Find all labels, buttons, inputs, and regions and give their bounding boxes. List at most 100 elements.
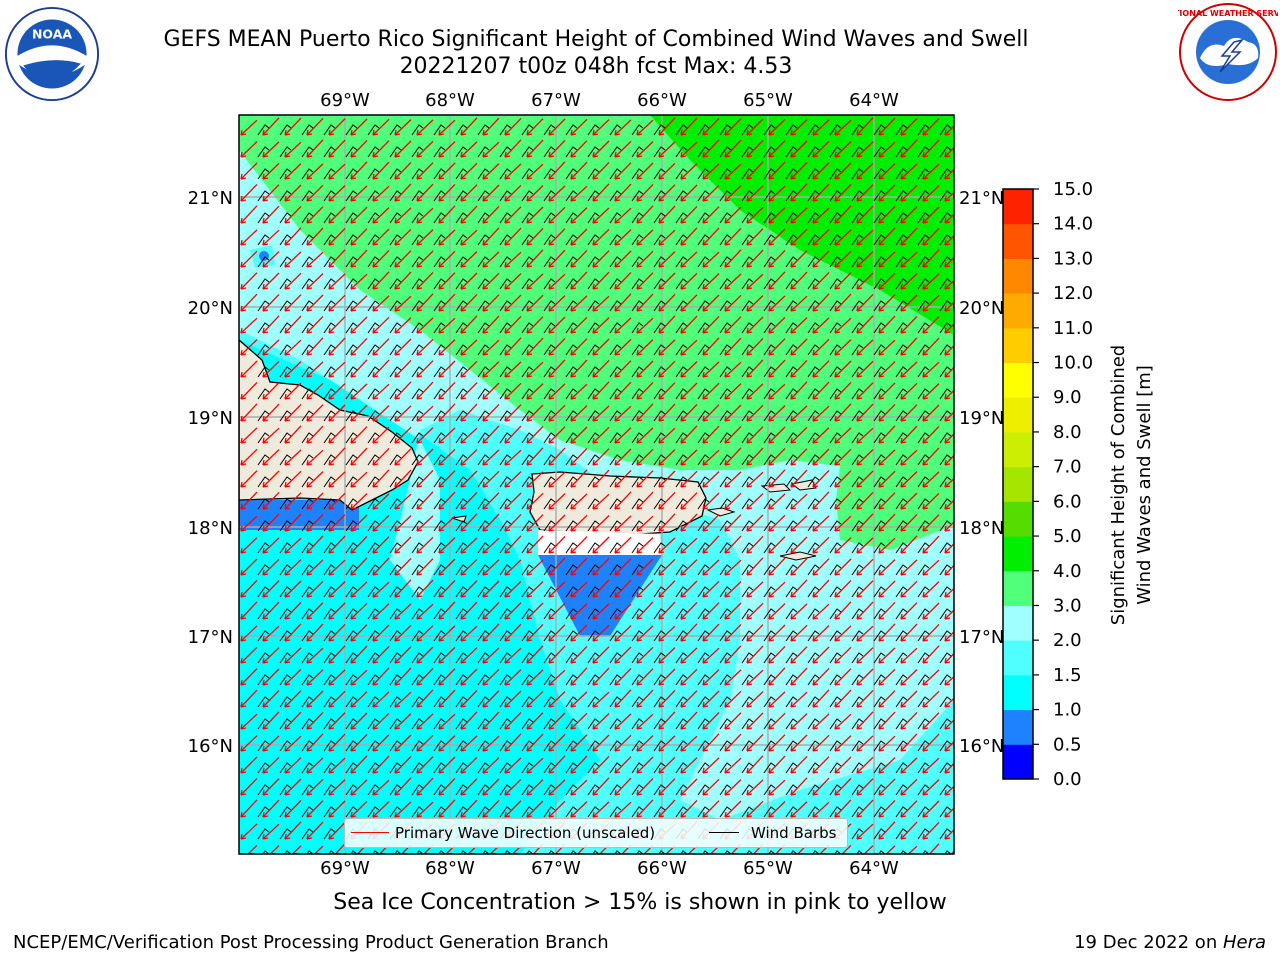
wave-arrowhead [416,305,423,312]
wind-barb [389,608,402,620]
wave-arrow [306,535,324,554]
wave-arrowhead [768,393,775,400]
wind-barb [499,278,512,290]
wind-barb [521,784,534,796]
wind-barb [257,388,270,400]
wave-arrow [328,337,346,356]
wave-arrowhead [570,195,577,202]
wave-arrow [680,425,698,444]
wind-barb [895,366,908,378]
wind-barb [301,366,314,378]
wave-arrowhead [702,459,709,466]
wave-arrowhead [922,767,929,774]
wave-arrow [372,603,390,620]
wave-arrowhead [922,701,929,708]
wave-arrowhead [328,833,335,840]
wind-barb [565,674,578,686]
wind-barb [367,476,380,488]
colorbar-segment [1003,466,1033,502]
wave-arrow [592,603,610,620]
wind-barb [433,124,446,136]
wave-arrow [680,294,698,312]
wave-arrowhead [350,679,357,686]
wave-arrow [526,535,544,554]
wave-arrowhead [504,635,511,642]
wind-barb [962,785,973,795]
wave-arrowhead [834,503,841,510]
wave-arrowhead [482,569,489,576]
wave-arrowhead [570,459,577,466]
wave-arrowhead [548,437,555,444]
wave-arrow [284,601,302,620]
wave-arrowhead [724,129,731,136]
wind-barb [939,520,952,532]
wave-arrowhead [504,525,511,532]
wave-arrow [262,558,280,576]
wave-arrow [526,559,544,576]
wave-arrowhead [240,415,247,422]
wave-arrow [526,206,544,224]
wave-arrowhead [394,151,401,158]
wave-arrowhead [372,151,379,158]
wind-barb [895,586,908,598]
wave-arrow [526,294,544,312]
wave-arrowhead [922,811,929,818]
wave-arrowhead [680,217,687,224]
wind-barb [741,696,754,708]
wave-arrow [944,762,954,774]
wave-arrowhead [460,415,467,422]
wave-arrow [240,537,258,554]
wind-barb [433,146,446,158]
wave-arrow [636,756,654,774]
wave-arrow [592,646,610,664]
wave-arrowhead [416,283,423,290]
wave-arrowhead [768,679,775,686]
wave-arrow [460,272,478,290]
wind-barb [697,718,710,730]
wave-arrowhead [592,437,599,444]
wave-arrow [812,558,830,576]
wave-arrowhead [614,283,621,290]
wave-arrow [834,119,852,136]
wave-arrow [372,469,390,488]
wave-arrowhead [636,811,643,818]
wind-barb [323,476,336,488]
wind-barb [543,806,556,818]
wave-arrow [746,624,764,642]
wave-arrow [416,734,434,752]
wave-arrow [944,411,954,422]
wave-arrowhead [306,547,313,554]
wind-barb [719,696,732,708]
wave-arrow [350,337,368,356]
wave-arrow [812,579,830,598]
wave-arrowhead [482,393,489,400]
wind-barb [477,630,490,642]
wave-arrow [526,492,544,510]
wave-arrowhead [372,349,379,356]
wave-arrow [768,493,786,510]
wave-arrow [790,359,808,378]
wave-arrowhead [416,217,423,224]
wind-barb [433,476,446,488]
wave-arrow [922,669,940,686]
wave-arrowhead [306,217,313,224]
wave-arrow [944,477,954,488]
wave-arrow [746,755,764,774]
wind-barb [477,674,490,686]
wave-arrowhead [812,569,819,576]
wave-arrowhead [504,305,511,312]
wave-arrow [856,403,874,422]
wind-barb [565,784,578,796]
wave-arrowhead [570,503,577,510]
wave-arrow [548,514,566,532]
wave-arrow [702,163,720,180]
wind-barb [433,674,446,686]
wave-arrowhead [262,151,269,158]
wave-arrow [328,163,346,180]
wind-barb [609,498,622,510]
wind-barb [367,190,380,202]
wave-arrowhead [306,349,313,356]
wind-barb [631,564,644,576]
wave-arrow [438,579,456,598]
wave-arrow [834,756,852,774]
